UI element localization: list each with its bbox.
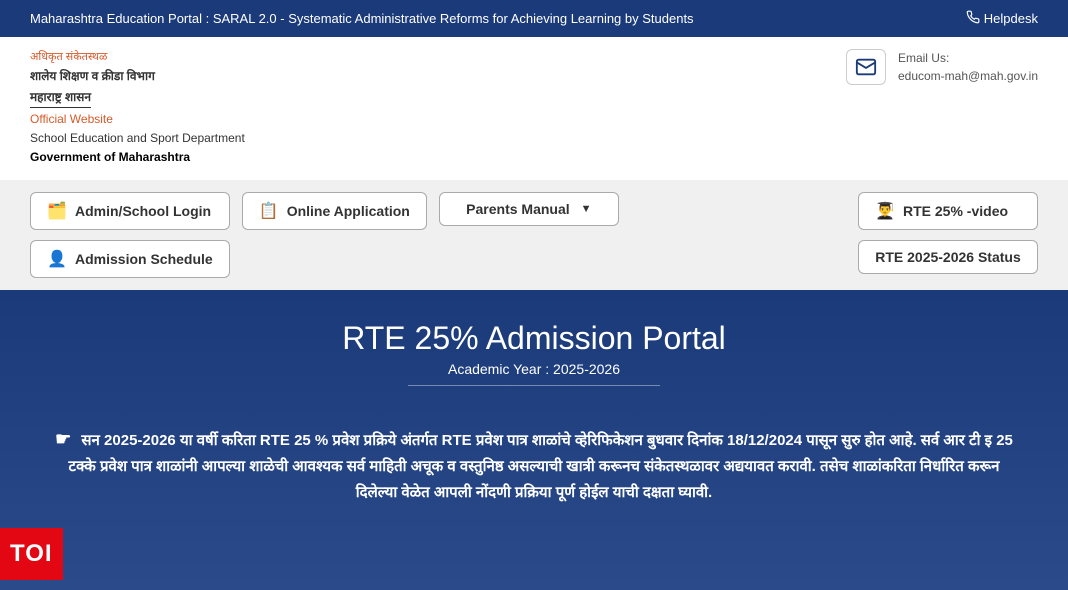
admission-schedule-button[interactable]: 👤 Admission Schedule xyxy=(30,240,230,278)
online-application-label: Online Application xyxy=(287,203,410,219)
email-address: educom-mah@mah.gov.in xyxy=(898,67,1038,85)
portal-title: Maharashtra Education Portal : SARAL 2.0… xyxy=(30,11,694,26)
department-info: अधिकृत संकेतस्थळ शालेय शिक्षण व क्रीडा व… xyxy=(30,49,245,168)
toi-badge: TOI xyxy=(0,528,63,580)
schedule-icon: 👤 xyxy=(47,249,67,269)
dept-english: School Education and Sport Department xyxy=(30,129,245,148)
admin-login-label: Admin/School Login xyxy=(75,203,211,219)
official-website-label: Official Website xyxy=(30,110,245,129)
admin-login-button[interactable]: 🗂️ Admin/School Login xyxy=(30,192,230,230)
phone-icon xyxy=(966,10,980,27)
helpdesk-link[interactable]: Helpdesk xyxy=(966,10,1038,27)
govt-marathi: महाराष्ट्र शासन xyxy=(30,88,91,108)
rte-status-button[interactable]: RTE 2025-2026 Status xyxy=(858,240,1038,274)
top-bar: Maharashtra Education Portal : SARAL 2.0… xyxy=(0,0,1068,37)
rte-video-label: RTE 25% -video xyxy=(903,203,1008,219)
info-section: अधिकृत संकेतस्थळ शालेय शिक्षण व क्रीडा व… xyxy=(0,37,1068,180)
hero-section: RTE 25% Admission Portal Academic Year :… xyxy=(0,290,1068,590)
admission-schedule-label: Admission Schedule xyxy=(75,251,213,267)
rte-video-button[interactable]: 👨‍🎓 RTE 25% -video xyxy=(858,192,1038,230)
helpdesk-label: Helpdesk xyxy=(984,11,1038,26)
email-text: Email Us: educom-mah@mah.gov.in xyxy=(898,49,1038,85)
marathi-dept: शालेय शिक्षण व क्रीडा विभाग xyxy=(30,67,245,86)
online-application-button[interactable]: 📋 Online Application xyxy=(242,192,427,230)
hero-title: RTE 25% Admission Portal xyxy=(40,320,1028,357)
notice-text: ☛ सन 2025-2026 या वर्षी करिता RTE 25 % प… xyxy=(54,424,1014,506)
nav-buttons: 🗂️ Admin/School Login 👤 Admission Schedu… xyxy=(0,180,1068,290)
hero-subtitle: Academic Year : 2025-2026 xyxy=(408,361,660,386)
email-icon xyxy=(846,49,886,85)
rte-status-label: RTE 2025-2026 Status xyxy=(875,249,1021,265)
login-icon: 🗂️ xyxy=(47,201,67,221)
email-section: Email Us: educom-mah@mah.gov.in xyxy=(846,49,1038,85)
video-icon: 👨‍🎓 xyxy=(875,201,895,221)
parents-manual-label: Parents Manual xyxy=(466,201,569,217)
application-icon: 📋 xyxy=(259,201,279,221)
parents-manual-button[interactable]: Parents Manual ▼ xyxy=(439,192,619,226)
marathi-official: अधिकृत संकेतस्थळ xyxy=(30,49,245,67)
pointer-icon: ☛ xyxy=(55,429,71,449)
chevron-down-icon: ▼ xyxy=(581,203,592,215)
email-label: Email Us: xyxy=(898,49,1038,67)
notice-content: सन 2025-2026 या वर्षी करिता RTE 25 % प्र… xyxy=(69,432,1013,501)
govt-english: Government of Maharashtra xyxy=(30,148,245,167)
